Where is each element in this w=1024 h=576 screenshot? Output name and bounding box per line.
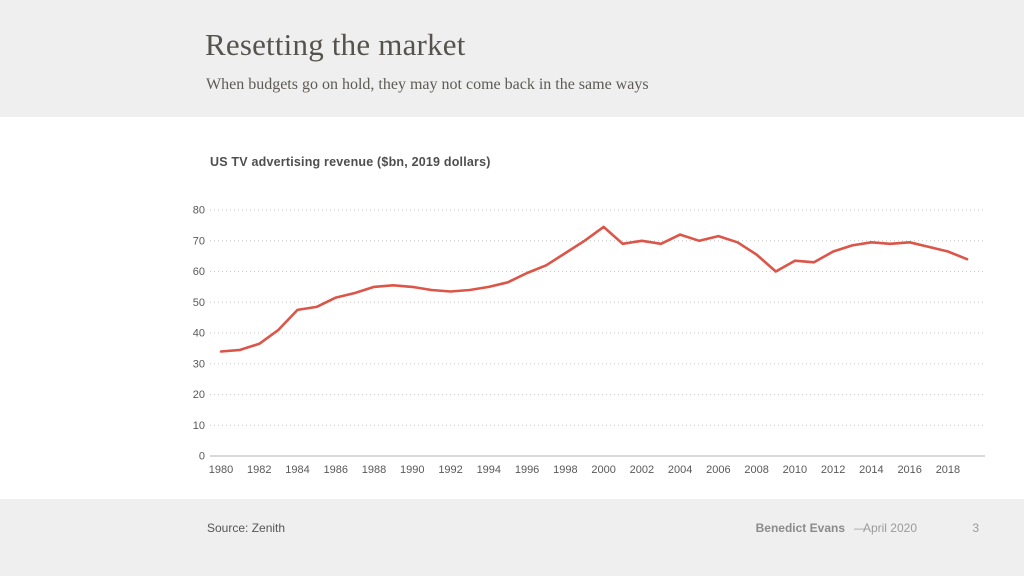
x-axis-tick-label: 1998: [553, 464, 577, 476]
author-name: Benedict Evans: [755, 521, 845, 535]
x-axis-tick-label: 1988: [362, 464, 386, 476]
y-axis-tick-label: 40: [193, 328, 205, 340]
source-label: Source: Zenith: [207, 521, 286, 535]
y-axis-tick-label: 70: [193, 235, 205, 247]
x-axis-tick-label: 2004: [668, 464, 692, 476]
y-axis-tick-label: 60: [193, 266, 205, 278]
slide-title: Resetting the market: [205, 27, 466, 62]
y-axis-tick-label: 20: [193, 389, 205, 401]
x-axis-tick-label: 1986: [324, 464, 348, 476]
line-chart: 0 10 20 30 40 50 60 70 80 1980 1982 1984 1986 1988 199…: [185, 195, 1000, 495]
x-axis-tick-label: 1990: [400, 464, 424, 476]
y-axis-tick-label: 80: [193, 205, 205, 217]
y-axis-tick-label: 10: [193, 420, 205, 432]
x-axis-tick-label: 1996: [515, 464, 539, 476]
footer-date: April 2020: [862, 521, 917, 535]
x-axis-tick-label: 1984: [285, 464, 309, 476]
x-axis-tick-label: 2006: [706, 464, 730, 476]
x-axis-tick-label: 1992: [438, 464, 462, 476]
header-band: [0, 0, 1024, 117]
x-axis-tick-label: 2012: [821, 464, 845, 476]
y-axis-tick-label: 30: [193, 358, 205, 370]
x-axis-tick-label: 2014: [859, 464, 883, 476]
y-axis-tick-label: 0: [199, 451, 205, 463]
chart-svg: 0 10 20 30 40 50 60 70 80 1980 1982 1984 1986 1988 199…: [193, 205, 985, 476]
x-axis-tick-label: 2018: [936, 464, 960, 476]
slide-subtitle: When budgets go on hold, they may not co…: [206, 76, 649, 93]
revenue-line: [219, 225, 969, 353]
x-axis-tick-label: 1980: [209, 464, 233, 476]
x-axis-tick-label: 2000: [591, 464, 615, 476]
x-axis-tick-label: 2016: [897, 464, 921, 476]
x-axis-tick-label: 2008: [744, 464, 768, 476]
x-axis-tick-label: 1994: [477, 464, 501, 476]
chart-title: US TV advertising revenue ($bn, 2019 dol…: [210, 155, 491, 169]
footer-credits: Benedict Evans — April 2020 3: [200, 521, 1024, 537]
footer-separator: —: [854, 521, 866, 535]
x-axis-tick-label: 1982: [247, 464, 271, 476]
y-axis-tick-label: 50: [193, 297, 205, 309]
footer-band: [0, 499, 1024, 576]
page-number: 3: [972, 521, 979, 535]
x-axis-tick-label: 2002: [630, 464, 654, 476]
x-axis-tick-label: 2010: [783, 464, 807, 476]
